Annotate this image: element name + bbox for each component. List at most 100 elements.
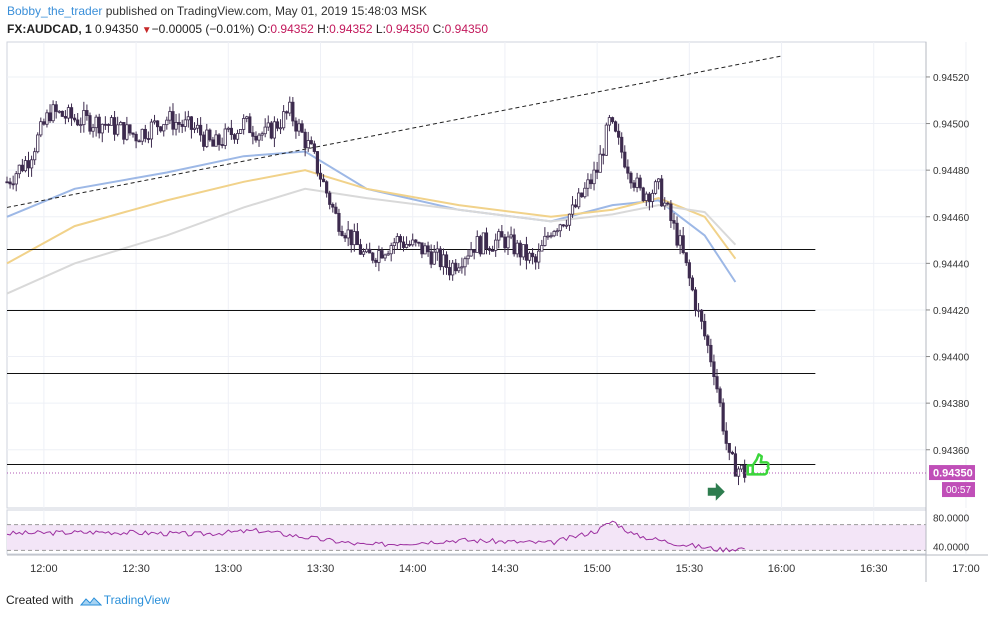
candle-body [70,108,72,119]
candle-body [298,124,300,131]
candle-body [562,225,564,226]
candle-body [347,230,349,238]
candle-body [676,223,678,245]
candle-body [415,240,417,242]
candle-body [282,112,284,128]
candle-body [101,124,103,133]
tradingview-brand[interactable]: TradingView [104,593,170,607]
candle-body [667,203,669,204]
candle-body [175,122,177,129]
candle-body [418,242,420,243]
candle-body [12,184,14,185]
x-tick-label: 16:30 [860,563,888,575]
candle-body [565,225,567,226]
y-tick-label: 0.94420 [933,306,970,317]
candle-body [387,254,389,255]
candle-body [433,252,435,264]
y-tick-label: 0.94360 [933,446,970,457]
candle-body [21,165,23,171]
candle-body [384,255,386,258]
candle-body [18,165,20,174]
candle-body [670,204,672,221]
candle-body [713,362,715,377]
rsi-tick-label: 40.0000 [933,543,970,554]
candle-body [203,135,205,146]
candle-body [482,233,484,254]
candle-body [273,122,275,138]
candle-body [547,236,549,237]
candle-body [30,160,32,168]
candle-body [193,128,195,129]
candle-body [190,117,192,130]
candle-body [33,152,35,160]
candle-body [123,122,125,139]
candle-body [510,235,512,237]
y-tick-label: 0.94380 [933,399,970,410]
candle-body [64,116,66,118]
candle-body [476,237,478,253]
grid [7,42,966,554]
candle-body [341,231,343,235]
candle-body [258,135,260,140]
candle-body [49,113,51,121]
candle-body [467,256,469,259]
candle-body [381,251,383,258]
price-pane-frame [7,42,926,508]
candle-body [556,231,558,232]
candle-body [408,244,410,245]
candle-body [356,232,358,245]
candle-body [353,232,355,245]
candle-body [630,173,632,183]
candle-body [743,465,745,477]
y-tick-label: 0.94460 [933,213,970,224]
candle-body [107,124,109,125]
rsi-pane [7,521,926,552]
candle-body [86,110,88,115]
candle-body [116,125,118,134]
candle-body [574,205,576,207]
countdown-label: 00:57 [946,485,971,496]
candle-body [728,443,730,452]
candle-body [206,130,208,146]
candle-body [448,267,450,274]
candle-body [335,207,337,213]
candle-body [519,243,521,257]
candle-body [740,465,742,469]
candle-body [654,182,656,194]
candle-body [9,182,11,184]
candle-body [531,253,533,257]
candle-body [725,431,727,443]
candle-body [316,152,318,174]
candle-body [141,129,143,141]
candle-body [344,236,346,238]
candle-body [375,260,377,262]
candle-body [67,108,69,119]
candle-body [236,133,238,139]
candle-body [163,125,165,131]
candle-body [427,246,429,252]
candle-body [276,122,278,128]
current-price-label: 0.94350 [933,468,973,480]
candle-body [209,130,211,140]
candle-body [40,122,42,135]
candle-body [138,141,140,142]
candle-body [37,135,39,152]
candle-body [319,173,321,179]
candle-body [270,123,272,138]
candle-body [571,205,573,214]
candle-body [242,118,244,129]
candle-body [507,237,509,248]
candle-body [187,117,189,120]
candle-body [534,257,536,262]
y-tick-label: 0.94440 [933,259,970,270]
candle-body [660,179,662,206]
candle-body [645,194,647,201]
candle-body [24,161,26,171]
candle-body [144,129,146,138]
candle-body [325,182,327,193]
candle-body [488,249,490,251]
candle-body [80,125,82,126]
candle-body [6,182,8,183]
candle-body [104,124,106,125]
